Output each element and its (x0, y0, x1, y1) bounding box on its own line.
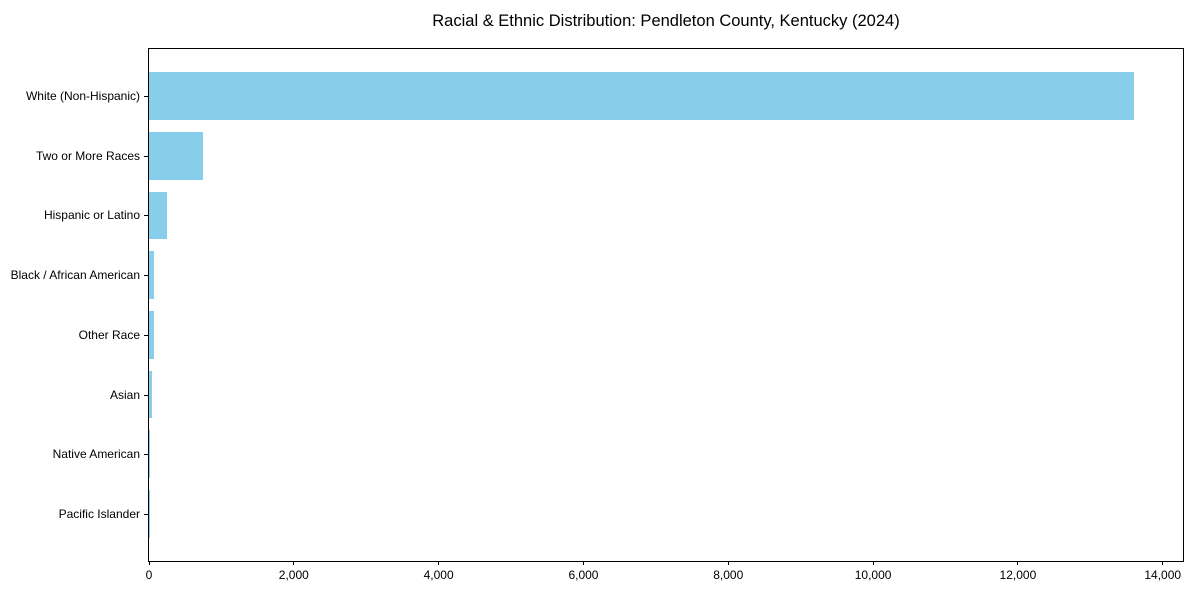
x-tick-mark (727, 561, 729, 565)
x-tick-label: 6,000 (568, 568, 599, 582)
x-tick-label: 8,000 (713, 568, 744, 582)
y-tick-label: Asian (109, 387, 140, 402)
y-tick-mark (144, 215, 148, 217)
y-tick-label: Native American (52, 447, 140, 462)
x-tick-label: 12,000 (999, 568, 1037, 582)
y-tick-mark (144, 275, 148, 277)
y-tick-label: Other Race (78, 327, 140, 342)
bar (149, 310, 154, 359)
x-tick-mark (293, 561, 295, 565)
bar (149, 430, 151, 479)
x-tick-label: 0 (145, 568, 153, 582)
bar (149, 72, 1134, 120)
bar (149, 370, 153, 419)
chart-title: Racial & Ethnic Distribution: Pendleton … (432, 12, 900, 30)
y-tick-label: Black / African American (10, 268, 140, 283)
bar (149, 191, 168, 240)
x-tick-mark (1162, 561, 1164, 565)
x-tick-mark (438, 561, 440, 565)
x-tick-label: 14,000 (1144, 568, 1182, 582)
y-tick-label: Two or More Races (35, 148, 140, 163)
y-tick-label: Hispanic or Latino (43, 208, 140, 223)
y-tick-mark (144, 513, 148, 515)
x-tick-label: 10,000 (854, 568, 892, 582)
bar (149, 251, 155, 300)
y-tick-mark (144, 394, 148, 396)
x-tick-mark (1017, 561, 1019, 565)
x-tick-mark (582, 561, 584, 565)
x-tick-label: 4,000 (423, 568, 454, 582)
bar (149, 131, 203, 180)
y-tick-mark (144, 96, 148, 98)
plot-area: White (Non-Hispanic) Two or More Races His… (11, 48, 1184, 582)
y-tick-mark (144, 334, 148, 336)
y-tick-label: White (Non-Hispanic) (25, 89, 140, 104)
y-tick-mark (144, 454, 148, 456)
x-tick-mark (872, 561, 874, 565)
x-tick-mark (148, 561, 150, 565)
y-tick-label: Pacific Islander (58, 506, 140, 521)
x-tick-label: 2,000 (278, 568, 309, 582)
y-tick-mark (144, 155, 148, 157)
